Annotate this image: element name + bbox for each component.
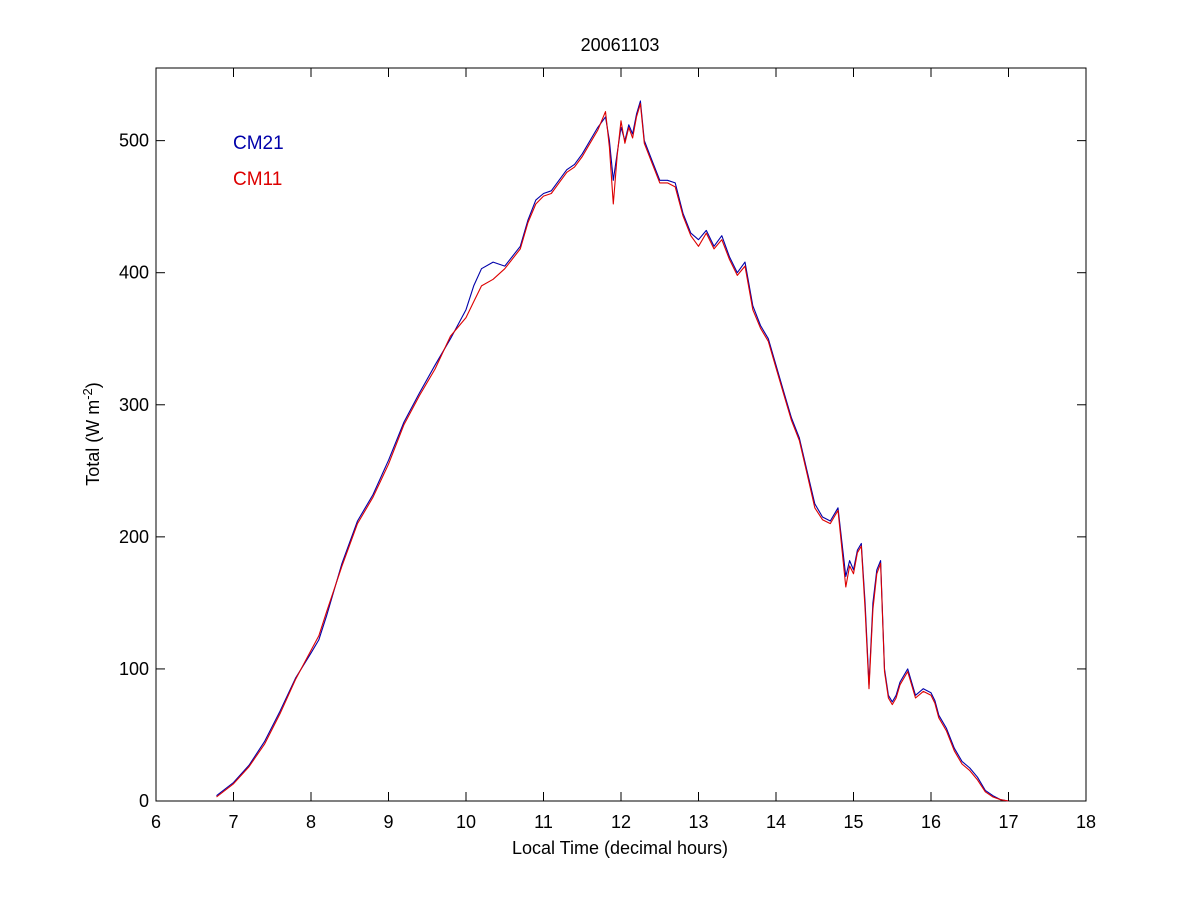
y-tick-label: 200 (119, 527, 149, 547)
y-tick-label: 300 (119, 395, 149, 415)
y-tick-label: 500 (119, 131, 149, 151)
x-tick-label: 14 (766, 812, 786, 832)
y-axis-ticks: 0 100 200 300 400 500 (119, 131, 1086, 811)
x-axis-title: Local Time (decimal hours) (512, 838, 728, 858)
x-axis-ticks: 6 7 8 9 10 11 12 13 14 15 16 17 18 (151, 68, 1096, 832)
legend-entry-cm21: CM21 (233, 133, 284, 154)
x-tick-label: 11 (534, 812, 553, 832)
series-layer (216, 100, 1009, 802)
series-line-cm21 (216, 100, 1009, 802)
x-tick-label: 10 (456, 812, 476, 832)
y-tick-label: 100 (119, 659, 149, 679)
x-tick-label: 8 (306, 812, 316, 832)
x-tick-label: 9 (383, 812, 393, 832)
legend: CM21 CM11 (233, 133, 284, 190)
y-tick-label: 0 (139, 791, 149, 811)
legend-entry-cm11: CM11 (233, 169, 282, 190)
y-axis-title-superscript: -2 (80, 388, 95, 400)
plot-frame (155, 67, 1087, 802)
y-axis-title: Total (W m-2) (80, 382, 103, 486)
series-line-cm11 (216, 103, 1009, 802)
x-tick-label: 7 (228, 812, 238, 832)
x-tick-label: 15 (843, 812, 863, 832)
x-tick-label: 6 (151, 812, 161, 832)
x-tick-label: 17 (998, 812, 1018, 832)
x-tick-label: 16 (921, 812, 941, 832)
x-tick-label: 12 (611, 812, 631, 832)
plot-area: 6 7 8 9 10 11 12 13 14 15 16 17 18 0 100 200 300 400 500 (119, 67, 1096, 832)
y-tick-label: 400 (119, 263, 149, 283)
chart-title: 20061103 (581, 35, 660, 55)
y-axis-title-suffix: ) (83, 382, 103, 388)
x-tick-label: 18 (1076, 812, 1096, 832)
x-tick-label: 13 (688, 812, 708, 832)
y-axis-title-main: Total (W m (83, 400, 103, 486)
